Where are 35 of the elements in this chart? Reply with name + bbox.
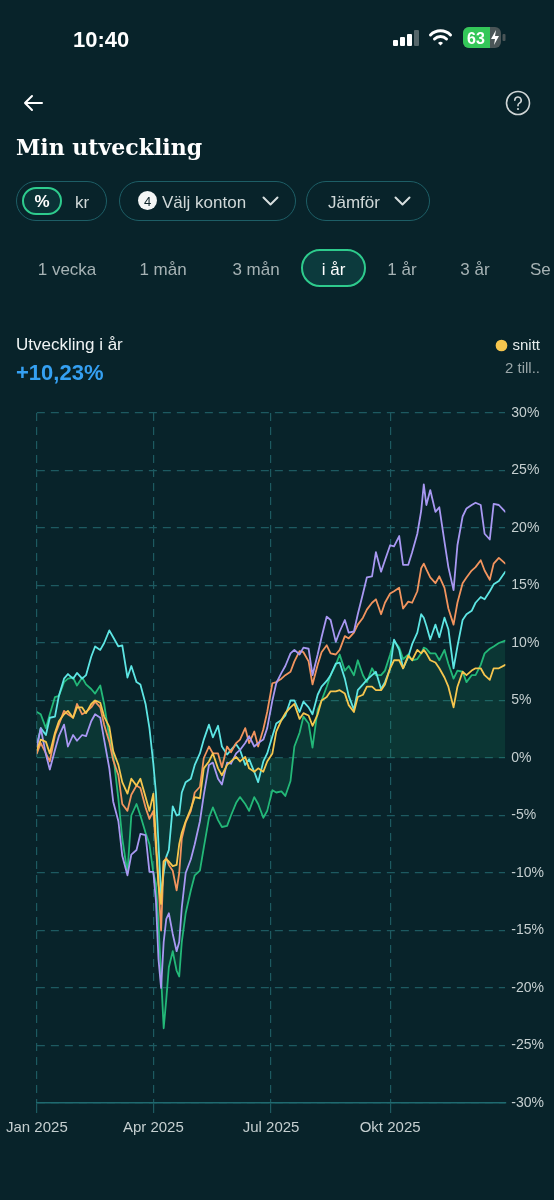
text: Se [530, 260, 551, 280]
y-tick-label: 30% [511, 403, 540, 420]
text: Jämför [328, 193, 380, 213]
text: 1 vecka [36, 260, 98, 280]
text: 1 mån [138, 260, 188, 280]
y-tick-label: -10% [511, 863, 544, 880]
x-tick-label: Apr 2025 [122, 1118, 184, 1136]
text: Välj konton [162, 193, 247, 213]
y-tick-label: -30% [511, 1093, 544, 1110]
text: 3 mån [231, 260, 281, 280]
legend-label: snitt [512, 335, 541, 353]
text: i år [320, 260, 347, 280]
text: 10:40 [73, 27, 130, 53]
y-tick-label: 15% [511, 576, 540, 593]
text: 3 år [459, 260, 491, 280]
text: 2 till.. [504, 359, 540, 376]
chart-subtitle: Utveckling i år [16, 335, 123, 355]
text: 1 år [386, 260, 418, 280]
y-tick-label: -15% [511, 921, 544, 938]
chart-title: Min utveckling [16, 134, 203, 160]
y-tick-label: 20% [511, 518, 540, 535]
y-tick-label: -5% [511, 806, 537, 823]
text: kr [75, 193, 90, 213]
x-tick-label: Okt 2025 [359, 1118, 421, 1136]
x-tick-label: Jan 2025 [5, 1118, 68, 1136]
text: +10,23% [16, 360, 104, 386]
y-tick-label: 5% [511, 691, 532, 708]
y-tick-label: 0% [511, 748, 532, 765]
y-tick-label: 10% [511, 633, 540, 650]
y-tick-label: -25% [511, 1036, 544, 1053]
x-tick-label: Jul 2025 [242, 1118, 300, 1136]
text: 63 [467, 30, 485, 48]
text: % [33, 192, 51, 212]
y-tick-label: 25% [511, 461, 540, 478]
y-tick-label: -20% [511, 978, 544, 995]
